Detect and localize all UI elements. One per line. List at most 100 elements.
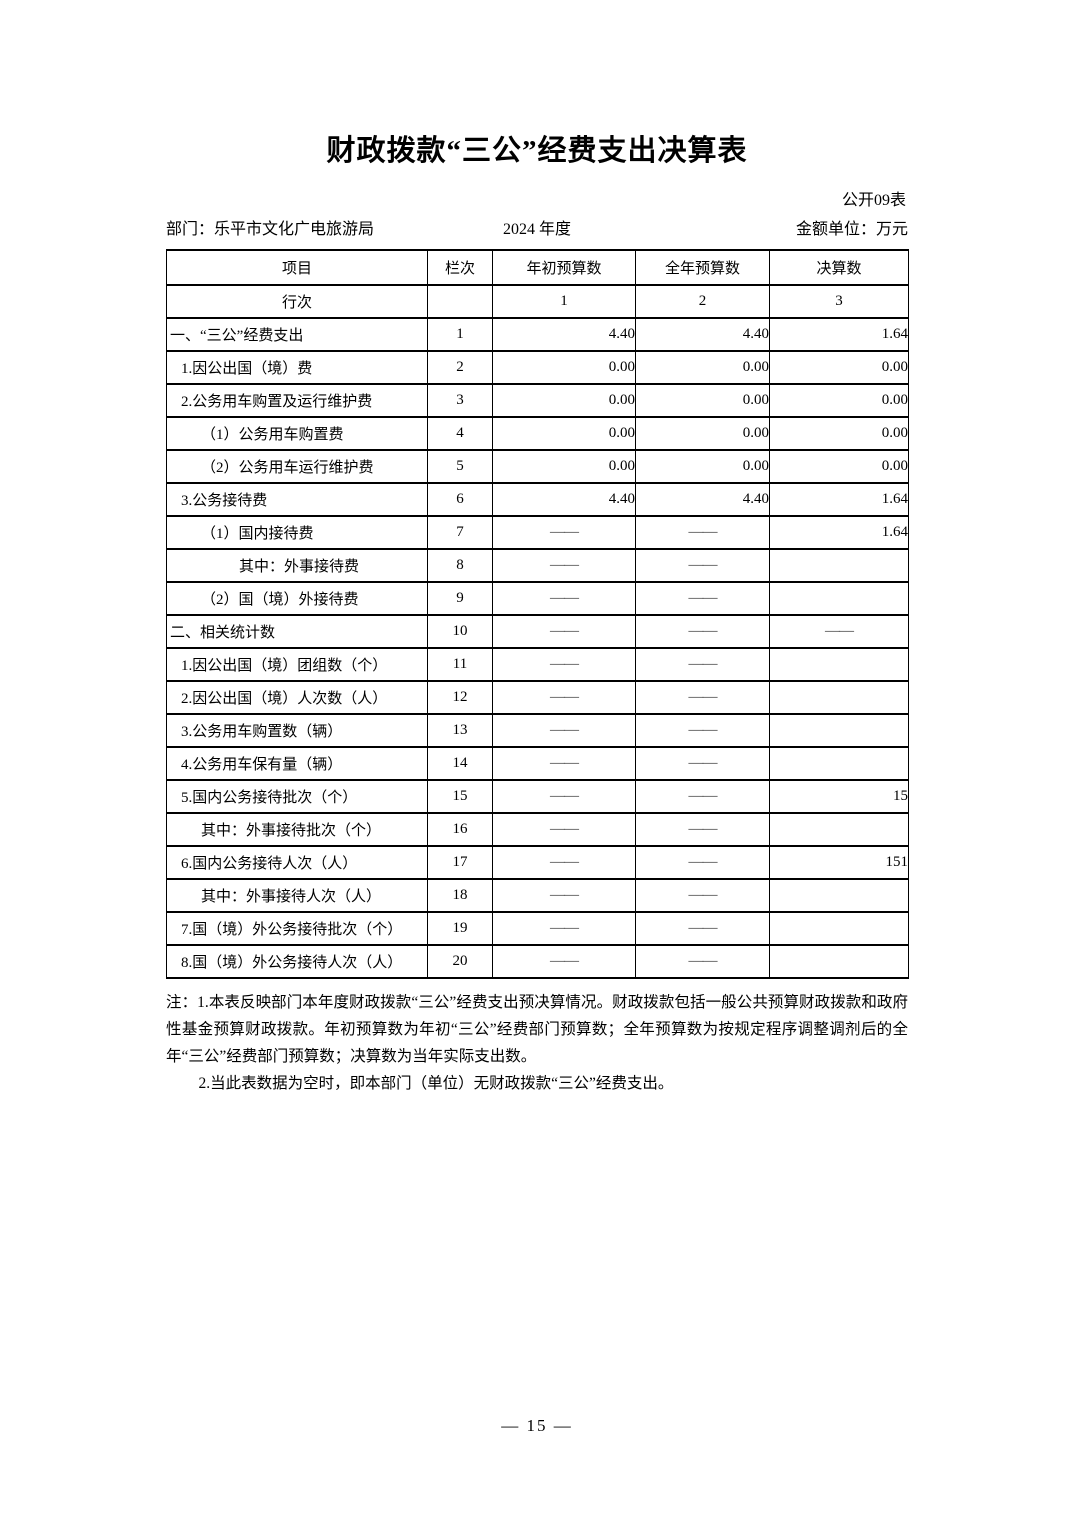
subheader-col-1: 1 (492, 284, 636, 319)
item-cell: 其中：外事接待人次（人） (166, 878, 428, 913)
value-cell (769, 911, 909, 946)
item-cell: 8.国（境）外公务接待人次（人） (166, 944, 428, 979)
page-title: 财政拨款“三公”经费支出决算表 (326, 135, 748, 167)
value-cell: —— (492, 812, 636, 847)
expense-table: 项目 栏次 年初预算数 全年预算数 决算数 行次 1 2 3 一、“三公”经费支… (166, 249, 909, 979)
note-2: 2.当此表数据为空时，即本部门（单位）无财政拨款“三公”经费支出。 (198, 1075, 674, 1092)
value-cell: 0.00 (492, 383, 636, 418)
value-cell: 0.00 (492, 449, 636, 484)
item-cell: （1）公务用车购置费 (166, 416, 428, 451)
table-row: 2.公务用车购置及运行维护费 3 0.00 0.00 0.00 (166, 383, 909, 418)
item-cell: （1）国内接待费 (166, 515, 428, 550)
value-cell: 0.00 (769, 383, 909, 418)
value-cell: —— (492, 581, 636, 616)
item-cell: 一、“三公”经费支出 (166, 317, 428, 352)
line-number-cell: 18 (427, 878, 493, 913)
value-cell: —— (492, 614, 636, 649)
value-cell (769, 680, 909, 715)
line-number-cell: 9 (427, 581, 493, 616)
table-row: 1.因公出国（境）团组数（个） 11 —— —— (166, 647, 909, 682)
table-code-label: 公开09表 (841, 192, 906, 209)
value-cell: —— (635, 911, 770, 946)
line-number-cell: 15 (427, 779, 493, 814)
value-cell (769, 581, 909, 616)
table-row: 二、相关统计数 10 —— —— —— (166, 614, 909, 649)
value-cell: —— (492, 746, 636, 781)
value-cell: —— (635, 680, 770, 715)
subheader-row-label: 行次 (166, 284, 428, 319)
item-cell: （2）公务用车运行维护费 (166, 449, 428, 484)
table-row: 8.国（境）外公务接待人次（人） 20 —— —— (166, 944, 909, 979)
value-cell: 151 (769, 845, 909, 880)
value-cell (769, 746, 909, 781)
value-cell: 0.00 (635, 449, 770, 484)
value-cell (769, 812, 909, 847)
table-row: 5.国内公务接待批次（个） 15 —— —— 15 (166, 779, 909, 814)
item-cell: 5.国内公务接待批次（个） (166, 779, 428, 814)
meta-row: 部门：乐平市文化广电旅游局 2024 年度 金额单位：万元 (166, 219, 908, 241)
line-number-cell: 7 (427, 515, 493, 550)
table-row: 3.公务接待费 6 4.40 4.40 1.64 (166, 482, 909, 517)
value-cell: 4.40 (635, 317, 770, 352)
table-row: （1）国内接待费 7 —— —— 1.64 (166, 515, 909, 550)
item-cell: 1.因公出国（境）费 (166, 350, 428, 385)
column-header-final-accounts: 决算数 (769, 249, 909, 286)
line-number-cell: 20 (427, 944, 493, 979)
table-row: 其中：外事接待批次（个） 16 —— —— (166, 812, 909, 847)
table-row: 一、“三公”经费支出 1 4.40 4.40 1.64 (166, 317, 909, 352)
line-number-cell: 1 (427, 317, 493, 352)
value-cell: —— (492, 515, 636, 550)
line-number-cell: 2 (427, 350, 493, 385)
value-cell: —— (635, 944, 770, 979)
line-number-cell: 11 (427, 647, 493, 682)
value-cell (769, 548, 909, 583)
value-cell: —— (635, 548, 770, 583)
value-cell: —— (492, 878, 636, 913)
line-number-cell: 17 (427, 845, 493, 880)
table-subheader-row: 行次 1 2 3 (166, 284, 909, 319)
value-cell: 1.64 (769, 482, 909, 517)
line-number-cell: 12 (427, 680, 493, 715)
line-number-cell: 19 (427, 911, 493, 946)
table-row: 其中：外事接待费 8 —— —— (166, 548, 909, 583)
amount-unit-label: 金额单位：万元 (795, 221, 908, 238)
column-header-item: 项目 (166, 249, 428, 286)
value-cell: 15 (769, 779, 909, 814)
value-cell: 0.00 (492, 416, 636, 451)
document-content: 财政拨款“三公”经费支出决算表 公开09表 部门：乐平市文化广电旅游局 2024… (166, 0, 909, 1097)
table-body: 一、“三公”经费支出 1 4.40 4.40 1.64 1.因公出国（境）费 2 0.00 0.… (166, 317, 909, 979)
value-cell: —— (635, 779, 770, 814)
table-row: （1）公务用车购置费 4 0.00 0.00 0.00 (166, 416, 909, 451)
line-number-cell: 8 (427, 548, 493, 583)
value-cell: —— (635, 647, 770, 682)
value-cell: 0.00 (635, 416, 770, 451)
value-cell (769, 944, 909, 979)
department-label: 部门：乐平市文化广电旅游局 (166, 221, 375, 238)
note-1: 注：1.本表反映部门本年度财政拨款“三公”经费支出预决算情况。财政拨款包括一般公… (166, 994, 908, 1065)
value-cell: —— (492, 713, 636, 748)
line-number-cell: 10 (427, 614, 493, 649)
table-row: 6.国内公务接待人次（人） 17 —— —— 151 (166, 845, 909, 880)
table-row: 4.公务用车保有量（辆） 14 —— —— (166, 746, 909, 781)
value-cell: 1.64 (769, 515, 909, 550)
line-number-cell: 16 (427, 812, 493, 847)
value-cell: 4.40 (492, 317, 636, 352)
table-header-row: 项目 栏次 年初预算数 全年预算数 决算数 (166, 249, 909, 286)
value-cell (769, 647, 909, 682)
item-cell: 其中：外事接待批次（个） (166, 812, 428, 847)
item-cell: （2）国（境）外接待费 (166, 581, 428, 616)
value-cell: —— (635, 878, 770, 913)
table-row: 3.公务用车购置数（辆） 13 —— —— (166, 713, 909, 748)
item-cell: 二、相关统计数 (166, 614, 428, 649)
value-cell: 4.40 (492, 482, 636, 517)
value-cell: —— (492, 845, 636, 880)
value-cell (769, 878, 909, 913)
subheader-col-2: 2 (635, 284, 770, 319)
column-header-column-no: 栏次 (427, 249, 493, 286)
fiscal-year-label: 2024 年度 (502, 221, 572, 238)
item-cell: 3.公务接待费 (166, 482, 428, 517)
value-cell: —— (635, 515, 770, 550)
value-cell: 1.64 (769, 317, 909, 352)
value-cell: —— (492, 944, 636, 979)
